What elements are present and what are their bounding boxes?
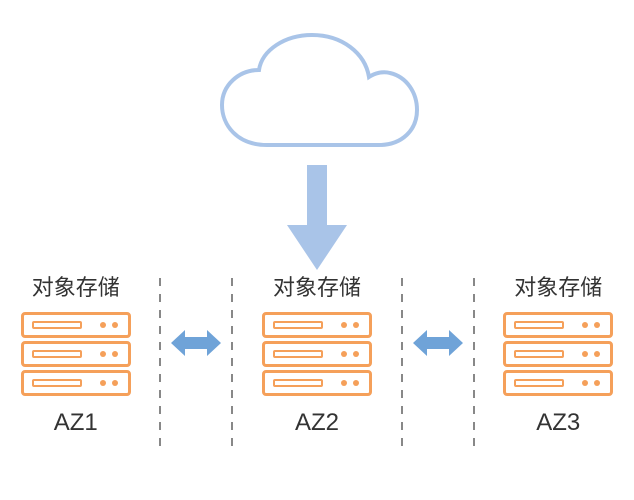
- zone-bottom-label: AZ3: [536, 409, 580, 437]
- divider: [159, 278, 161, 448]
- zone-bottom-label: AZ1: [54, 409, 98, 437]
- divider: [231, 278, 233, 448]
- server-icon: [503, 312, 613, 399]
- server-icon: [21, 312, 131, 399]
- zone-az3: 对象存储 AZ3: [483, 270, 634, 437]
- cloud-icon: [207, 25, 427, 180]
- zone-az1: 对象存储 AZ1: [0, 270, 151, 437]
- zone-az2: 对象存储 AZ2: [241, 270, 392, 437]
- zone-top-label: 对象存储: [32, 270, 120, 302]
- sync-arrow-icon: [413, 328, 463, 363]
- down-arrow-icon: [282, 165, 352, 280]
- zone-top-label: 对象存储: [273, 270, 361, 302]
- zone-top-label: 对象存储: [514, 270, 602, 302]
- zone-bottom-label: AZ2: [295, 409, 339, 437]
- sync-arrow-icon: [171, 328, 221, 363]
- server-icon: [262, 312, 372, 399]
- zones-row: 对象存储 AZ1 对象存储 AZ2 对象存储: [0, 270, 634, 448]
- divider: [473, 278, 475, 448]
- divider: [401, 278, 403, 448]
